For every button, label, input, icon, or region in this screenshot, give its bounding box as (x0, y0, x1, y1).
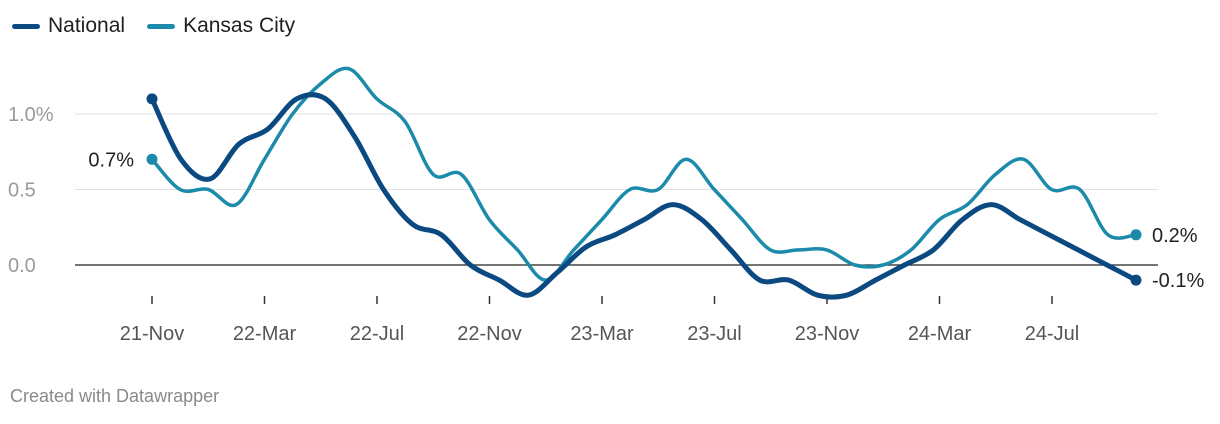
x-tick-label: 24-Jul (1025, 323, 1079, 345)
x-tick-label: 24-Mar (908, 323, 972, 345)
legend-item-national[interactable]: National (12, 14, 125, 38)
series-start-point-kansas-city (146, 153, 158, 165)
start-value-label-kansas-city: 0.7% (88, 149, 134, 171)
legend-label-national: National (48, 14, 126, 37)
legend-label-kansas-city: Kansas City (183, 14, 296, 37)
x-tick-label: 23-Jul (687, 323, 741, 345)
x-tick-label: 21-Nov (120, 323, 184, 345)
series-end-point-kansas-city (1130, 229, 1142, 241)
series-line-national (149, 92, 1139, 300)
legend-item-kansas-city[interactable]: Kansas City (147, 14, 295, 38)
y-tick-label: 1.0% (8, 104, 54, 126)
legend-swatch-national (12, 23, 40, 29)
end-value-label-kansas-city: 0.2% (1152, 225, 1198, 247)
legend: National Kansas City (12, 14, 295, 38)
x-tick-label: 22-Jul (350, 323, 404, 345)
y-tick-label: 0.5 (8, 180, 36, 202)
legend-swatch-kansas-city (147, 23, 176, 29)
x-tick-label: 23-Nov (795, 323, 859, 345)
x-tick-label: 23-Mar (570, 323, 634, 345)
end-value-label-national: -0.1% (1152, 270, 1204, 292)
credit-footer[interactable]: Created with Datawrapper (10, 386, 220, 406)
series-line-kansas-city (150, 66, 1138, 282)
series-end-point-national (1130, 274, 1142, 286)
y-tick-label: 0.0 (8, 255, 36, 277)
x-tick-label: 22-Nov (457, 323, 521, 345)
x-tick-label: 22-Mar (233, 323, 297, 345)
series-start-point-national (146, 93, 158, 105)
